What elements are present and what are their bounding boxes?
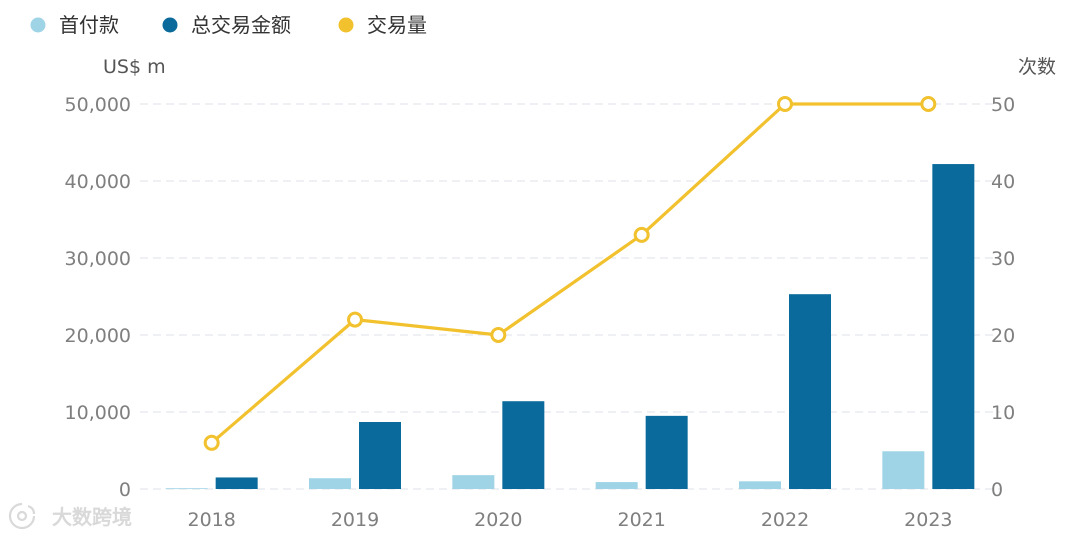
bar-down-payment [739,481,781,489]
bars [165,164,975,490]
bar-total-amount [932,164,975,489]
volume-point [203,434,220,451]
bar-total-amount [359,422,401,489]
bar-down-payment [882,451,925,489]
bar-total-amount [215,477,258,489]
bar-down-payment [452,475,495,489]
y-axis-right-title: 次数 [1018,56,1056,78]
y-axis-left-title: US$ m [103,56,166,78]
bar-down-payment [309,478,351,489]
legend-label: 首付款 [59,13,119,37]
y-right-tick-label: 40 [991,171,1015,193]
x-tick-label: 2021 [617,509,665,531]
legend-marker [162,17,178,33]
gridlines [140,103,1000,490]
watermark: 大数跨境 [8,502,132,530]
y-left-tick-label: 0 [119,479,131,501]
y-left-tick-label: 30,000 [65,248,131,270]
volume-point [777,96,793,112]
bar-total-amount [502,401,545,489]
y-left-tick-label: 20,000 [65,325,131,347]
y-left-tick-label: 40,000 [65,171,131,193]
x-tick-label: 2023 [904,509,952,531]
y-left-tick-label: 10,000 [65,402,131,424]
bar-total-amount [645,415,688,489]
legend: 首付款 总交易金额 交易量 [30,13,427,37]
legend-marker [338,17,354,33]
y-axis-left-ticks: 0 10,000 20,000 30,000 40,000 50,000 [65,94,131,501]
legend-marker [30,17,46,33]
bar-down-payment [165,488,208,490]
y-right-tick-label: 50 [991,94,1015,116]
volume-point [490,327,507,343]
y-axis-right-ticks: 0 10 20 30 40 50 [991,94,1015,501]
legend-label: 总交易金额 [191,13,291,37]
volume-point [633,226,650,243]
y-right-tick-label: 20 [991,325,1015,347]
line-series [203,96,937,451]
y-right-tick-label: 30 [991,248,1015,270]
y-left-tick-label: 50,000 [65,94,131,116]
bar-down-payment [595,482,638,489]
x-tick-label: 2022 [761,509,809,531]
x-tick-label: 2020 [474,509,522,531]
volume-point [920,96,937,112]
volume-point [347,311,363,328]
y-right-tick-label: 0 [991,479,1003,501]
legend-label: 交易量 [367,13,427,37]
watermark-text: 大数跨境 [52,505,132,529]
volume-line [210,102,929,445]
x-tick-label: 2019 [331,509,379,531]
bar-total-amount [789,294,831,489]
x-tick-label: 2018 [187,509,235,531]
brand-logo-icon [8,502,36,530]
y-right-tick-label: 10 [991,402,1015,424]
x-axis-ticks: 2018 2019 2020 2021 2022 2023 [187,509,952,531]
